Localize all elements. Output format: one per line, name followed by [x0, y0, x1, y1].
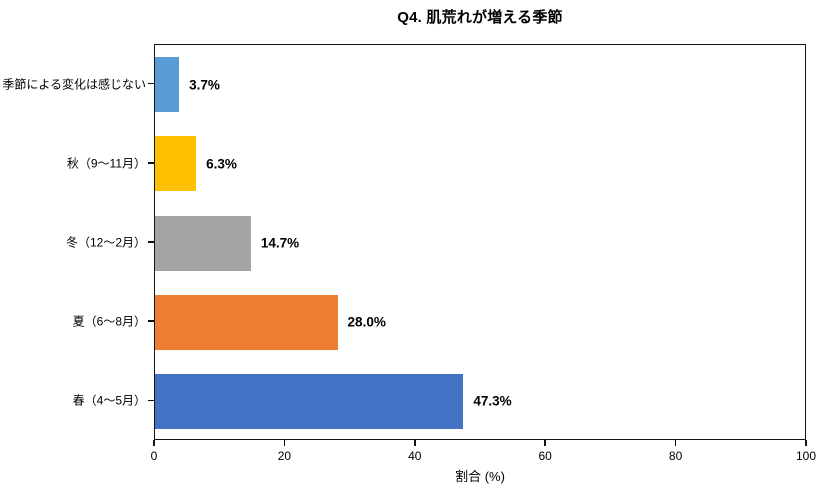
x-tick-label: 60 [538, 449, 552, 463]
y-axis-tick [148, 399, 154, 402]
x-axis-tick [283, 440, 286, 446]
bar [155, 294, 338, 350]
category-label: 季節による変化は感じない [2, 77, 146, 92]
bar [155, 136, 197, 192]
y-axis-tick [148, 82, 154, 85]
bar [155, 57, 180, 113]
x-axis-tick [674, 440, 677, 446]
bar [155, 373, 464, 429]
bar-value-label: 28.0% [347, 314, 386, 330]
x-tick-label: 40 [408, 449, 422, 463]
x-tick-label: 100 [795, 449, 817, 463]
bar-value-label: 6.3% [206, 156, 237, 172]
x-axis-tick [544, 440, 546, 446]
x-axis-label: 割合 (%) [455, 469, 505, 484]
category-label: 冬（12〜2月） [65, 235, 146, 250]
x-tick-label: 80 [668, 449, 683, 463]
x-tick-label: 20 [277, 449, 292, 463]
x-axis-tick [153, 440, 155, 446]
y-axis-tick [148, 320, 154, 322]
y-axis-tick [148, 162, 154, 164]
bar-value-label: 47.3% [473, 393, 512, 409]
category-label: 夏（6〜8月） [72, 314, 146, 329]
x-tick-label: 0 [150, 449, 158, 463]
x-axis-tick [414, 440, 416, 446]
bar-value-label: 14.7% [260, 235, 300, 251]
x-axis-tick [805, 440, 807, 446]
bar-value-label: 3.7% [189, 77, 220, 93]
category-label: 秋（9〜11月） [66, 156, 146, 171]
category-label: 春（4〜5月） [72, 393, 146, 408]
chart-title: Q4. 肌荒れが増える季節 [397, 9, 563, 26]
y-axis-tick [148, 241, 154, 243]
bar [155, 215, 251, 271]
plot-area: 3.7% 6.3% 14.7% 28.0% 47.3% [154, 44, 806, 440]
